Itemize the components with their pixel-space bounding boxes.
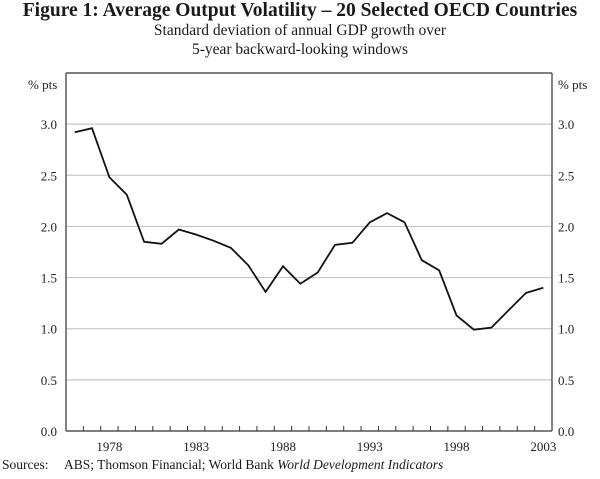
y-tick-label-left: 2.0 (41, 219, 57, 234)
y-tick-label-right: 3.0 (558, 117, 574, 132)
y-tick-label-left: 0.0 (41, 424, 57, 439)
x-tick-label: 2003 (530, 439, 556, 454)
sources-text: ABS; Thomson Financial; World Bank (64, 457, 278, 472)
y-tick-label-left: 3.0 (41, 117, 57, 132)
y-tick-label-right: 1.5 (558, 271, 574, 286)
subtitle-line-2: 5-year backward-looking windows (191, 41, 409, 58)
y-tick-label-right: 2.0 (558, 219, 574, 234)
y-tick-label-left: 0.5 (41, 373, 57, 388)
y-axis-right-unit: % pts (558, 77, 587, 92)
x-axis-ticks (82, 426, 536, 431)
plot-frame (65, 72, 553, 432)
y-axis-left-unit: % pts (28, 77, 57, 92)
y-axis-right-labels: 0.0 0.5 1.0 1.5 2.0 2.5 3.0 (558, 117, 574, 439)
sources-italic: World Development Indicators (277, 457, 444, 472)
y-tick-label-right: 0.0 (558, 424, 574, 439)
gridlines (66, 123, 552, 381)
x-axis-labels: 1978 1983 1988 1993 1998 2003 (96, 439, 556, 454)
y-tick-label-right: 1.0 (558, 322, 574, 337)
chart-subtitle: Standard deviation of annual GDP growth … (0, 21, 600, 59)
y-tick-label-left: 1.5 (41, 271, 57, 286)
y-tick-label-left: 1.0 (41, 322, 57, 337)
x-tick-label: 1998 (444, 439, 470, 454)
sources-label: Sources: (2, 457, 49, 472)
y-tick-label-left: 2.5 (41, 168, 57, 183)
y-axis-left-labels: 0.0 0.5 1.0 1.5 2.0 2.5 3.0 (41, 117, 57, 439)
sources-note: Sources: ABS; Thomson Financial; World Ba… (2, 457, 443, 473)
series-group (74, 127, 544, 331)
y-tick-label-right: 0.5 (558, 373, 574, 388)
y-tick-label-right: 2.5 (558, 168, 574, 183)
chart-title: Figure 1: Average Output Volatility – 20… (22, 0, 578, 21)
series-line (74, 127, 544, 331)
x-tick-label: 1993 (357, 439, 383, 454)
subtitle-line-1: Standard deviation of annual GDP growth … (153, 22, 447, 39)
x-tick-label: 1983 (183, 439, 209, 454)
x-tick-label: 1988 (270, 439, 296, 454)
x-tick-label: 1978 (96, 439, 122, 454)
